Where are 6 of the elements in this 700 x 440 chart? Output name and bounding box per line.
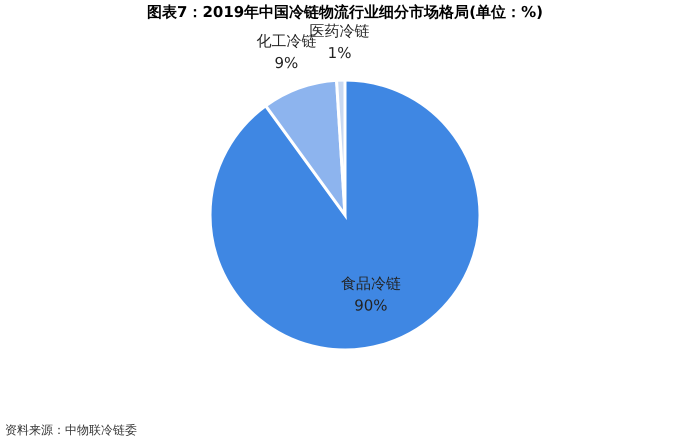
chart-title: 图表7：2019年中国冷链物流行业细分市场格局(单位：%) [147,3,543,22]
data-label: 90% [354,296,388,315]
data-label: 1% [328,44,352,62]
data-label: 9% [274,54,298,72]
text: 资料来源：中物联冷链委 [5,423,137,437]
slice-label: 食品冷链 [340,274,401,293]
